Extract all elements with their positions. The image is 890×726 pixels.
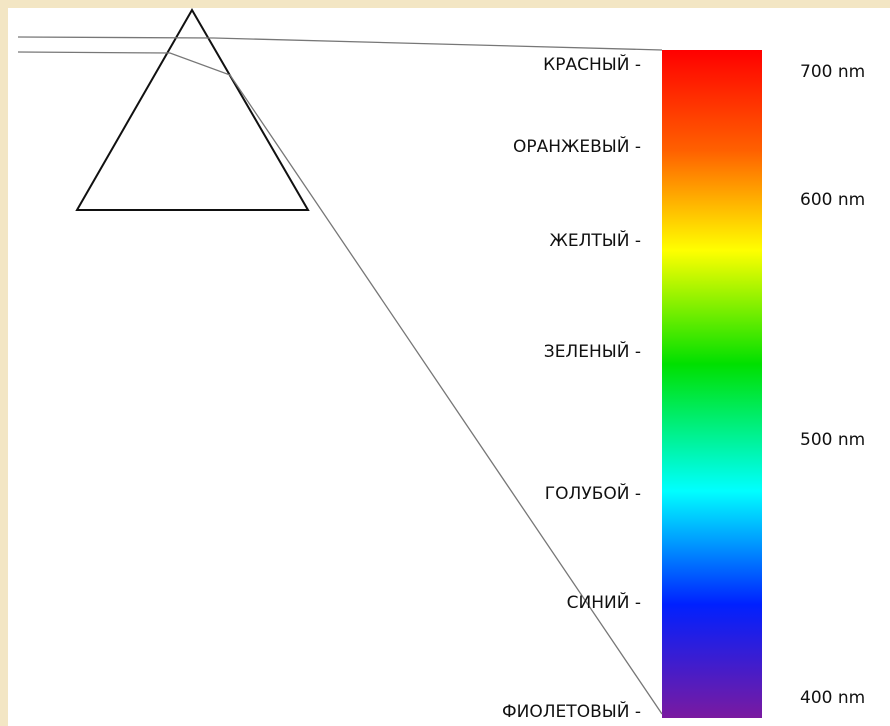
- color-label: ЗЕЛЕНЫЙ -: [544, 340, 641, 362]
- spectrum: [662, 50, 762, 718]
- wavelength-label: 700 nm: [800, 62, 865, 82]
- wavelength-label: 400 nm: [800, 688, 865, 708]
- color-label: СИНИЙ -: [567, 591, 641, 613]
- wavelength-label: 500 nm: [800, 430, 865, 450]
- color-label: ЖЕЛТЫЙ -: [550, 229, 641, 251]
- color-label: ФИОЛЕТОВЫЙ -: [502, 700, 641, 722]
- diagram: КРАСНЫЙ - ОРАНЖЕВЫЙ - ЖЕЛТЫЙ - ЗЕЛЕНЫЙ -…: [0, 0, 890, 726]
- wavelength-label: 600 nm: [800, 190, 865, 210]
- color-label: ГОЛУБОЙ -: [545, 482, 641, 504]
- page: КРАСНЫЙ - ОРАНЖЕВЫЙ - ЖЕЛТЫЙ - ЗЕЛЕНЫЙ -…: [0, 0, 890, 726]
- color-label: КРАСНЫЙ -: [543, 53, 641, 75]
- color-label: ОРАНЖЕВЫЙ -: [513, 135, 641, 157]
